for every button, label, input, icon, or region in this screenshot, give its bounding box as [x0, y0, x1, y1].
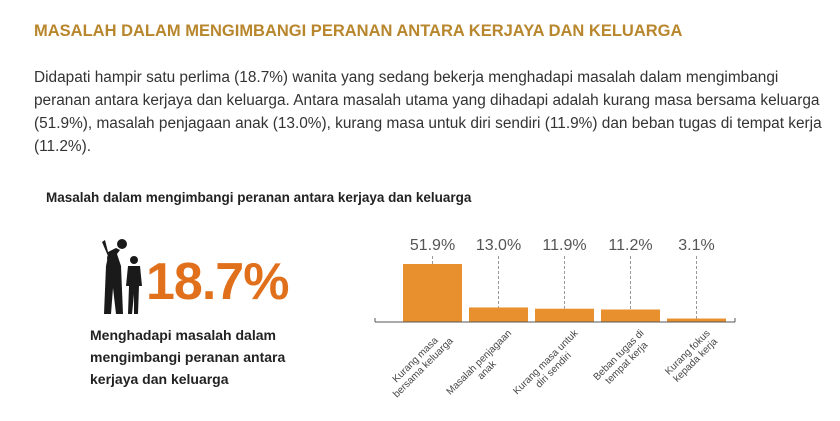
value-label: 51.9% — [410, 237, 455, 254]
section-title: Masalah dalam mengimbangi peranan antara… — [46, 190, 472, 205]
family-icon — [102, 239, 142, 314]
header-title: MASALAH DALAM MENGIMBANGI PERANAN ANTARA… — [34, 22, 683, 40]
value-label: 11.9% — [542, 237, 586, 254]
bar — [601, 309, 660, 322]
bar — [469, 307, 528, 322]
highlight-caption: Menghadapi masalah dalam mengimbangi per… — [90, 327, 286, 387]
value-label: 13.0% — [476, 237, 521, 254]
bar — [535, 308, 594, 322]
paragraph: Didapati hampir satu perlima (18.7%) wan… — [34, 69, 822, 155]
highlight-value: 18.7% — [146, 253, 289, 311]
value-label: 3.1% — [678, 237, 714, 254]
bar — [403, 264, 462, 322]
bar — [667, 318, 726, 322]
value-label: 11.2% — [608, 237, 652, 254]
